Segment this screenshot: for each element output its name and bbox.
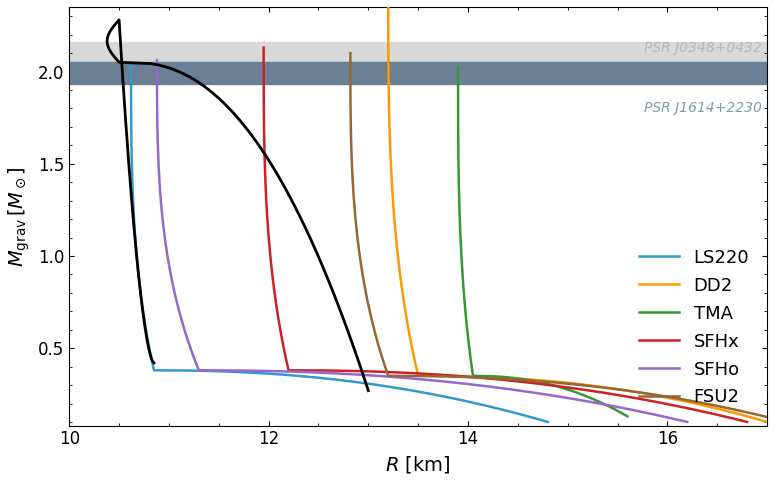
Bar (69, 62, 767, 84)
Y-axis label: $M_\mathrm{grav}\,[M_\odot]$: $M_\mathrm{grav}\,[M_\odot]$ (7, 166, 33, 267)
X-axis label: $R$ [km]: $R$ [km] (385, 454, 451, 475)
Text: PSR J1614+2230: PSR J1614+2230 (644, 101, 762, 115)
Text: PSR J0348+0432: PSR J0348+0432 (644, 41, 762, 55)
Legend: LS220, DD2, TMA, SFHx, SFHo, FSU2: LS220, DD2, TMA, SFHx, SFHo, FSU2 (632, 241, 756, 414)
Bar (69, 42, 767, 70)
